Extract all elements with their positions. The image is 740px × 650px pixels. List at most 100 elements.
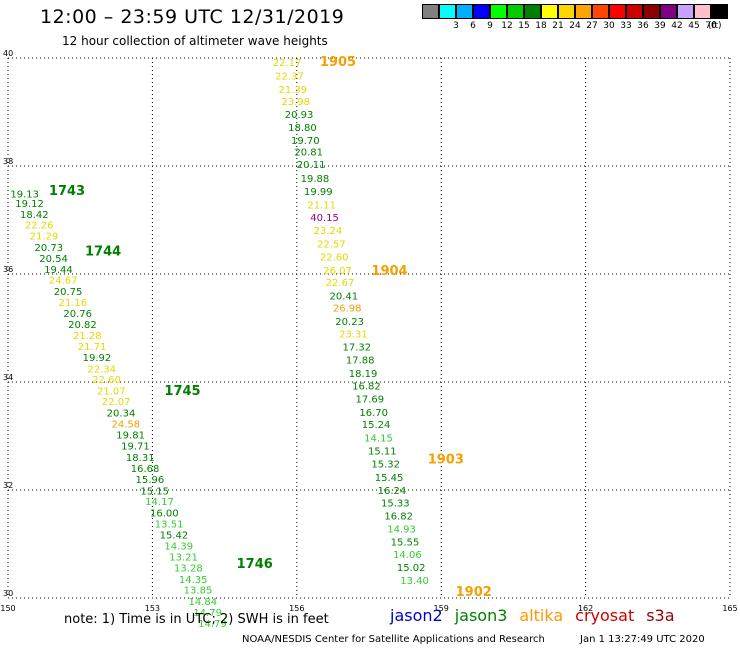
legend-swatch: [626, 4, 643, 19]
satellite-label-jason3: jason3: [454, 606, 508, 625]
wave-height-label: 21.71: [78, 342, 107, 353]
wave-height-label: 26.07: [323, 266, 352, 277]
wave-height-label: 14.06: [393, 550, 422, 561]
wave-height-label: 15.32: [371, 459, 400, 470]
wave-height-label: 14.39: [164, 541, 193, 552]
pass-time-label: 1902: [456, 585, 492, 600]
legend-swatch: [558, 4, 575, 19]
wave-height-label: 22.60: [320, 253, 349, 264]
legend-tick-label: 21: [552, 21, 564, 31]
legend-swatch: [694, 4, 711, 19]
legend-tick-label: 9: [487, 21, 493, 31]
pass-time-labels: 1905 1743 1744 1904 1745 1903 1746 1902: [49, 55, 492, 600]
legend-tick-label: 42: [671, 21, 683, 31]
wave-height-label: 13.28: [174, 564, 203, 575]
wave-height-label: 16.00: [150, 508, 179, 519]
legend-swatch: [524, 4, 541, 19]
satellite-label-altika: altika: [519, 606, 564, 625]
satellite-label-s3a: s3a: [646, 606, 675, 625]
page-title: 12:00 – 23:59 UTC 12/31/2019: [40, 6, 345, 28]
legend-tick-label: 70: [705, 21, 717, 31]
wave-height-label: 17.69: [356, 395, 385, 406]
lat-lon-grid: [7, 57, 731, 599]
legend-tick-label: 30: [603, 21, 615, 31]
legend-swatch: [575, 4, 592, 19]
wave-height-label: 13.40: [400, 576, 429, 587]
wave-height-label: 20.54: [39, 254, 68, 265]
wave-height-label: 22.26: [25, 221, 54, 232]
legend-tick-label: 27: [586, 21, 598, 31]
wave-height-label: 20.34: [107, 409, 136, 420]
legend-swatch: [456, 4, 473, 19]
legend-tick-label: 18: [535, 21, 547, 31]
wave-height-label: 14.93: [387, 525, 416, 536]
wave-height-label: 20.75: [54, 287, 83, 298]
wave-height-label: 17.32: [343, 343, 372, 354]
wave-height-label: 15.55: [391, 538, 420, 549]
pass-time-label: 1903: [428, 453, 464, 468]
wave-height-label: 15.96: [136, 475, 165, 486]
wave-height-label: 15.15: [140, 486, 169, 497]
pass-time-label: 1905: [320, 55, 356, 70]
wave-height-label: 21.16: [59, 298, 88, 309]
wave-height-label: 18.19: [349, 369, 378, 380]
wave-height-label: 13.51: [155, 519, 184, 530]
wave-height-label: 22.57: [317, 240, 346, 251]
wave-height-label: 23.24: [314, 226, 343, 237]
legend-swatch: [609, 4, 626, 19]
wave-height-label: 18.42: [20, 210, 49, 221]
wave-height-label: 21.39: [279, 85, 308, 96]
wave-height-label: 15.24: [362, 420, 391, 431]
wave-height-label: 16.82: [352, 382, 381, 393]
lon-tick-label: 156: [289, 604, 304, 613]
lon-tick-label: 165: [722, 604, 737, 613]
wave-height-label: 14.15: [364, 433, 393, 444]
wave-height-label: 19.44: [44, 265, 73, 276]
generated-timestamp: Jan 1 13:27:49 UTC 2020: [580, 634, 705, 645]
lon-tick-label: 159: [434, 604, 449, 613]
satellite-label-cryosat: cryosat: [575, 606, 635, 625]
legend-tick-label: 3: [453, 21, 459, 31]
wave-height-label: 22.67: [326, 278, 355, 289]
wave-height-label: 20.93: [285, 110, 314, 121]
wave-height-label: 15.11: [368, 446, 397, 457]
wave-height-label: 22.34: [87, 364, 116, 375]
legend-swatch: [592, 4, 609, 19]
lat-tick-label: 38: [3, 157, 13, 166]
wave-height-label: 20.23: [335, 317, 364, 328]
lat-tick-label: 34: [3, 373, 13, 382]
legend-tick-label: 45: [688, 21, 700, 31]
legend-tick-label: 36: [637, 21, 649, 31]
legend-swatch: [643, 4, 660, 19]
legend-swatch: [422, 4, 439, 19]
pass-time-label: 1745: [164, 384, 200, 399]
wave-height-label: 18.31: [126, 453, 155, 464]
wave-height-label: 19.88: [301, 174, 330, 185]
lon-tick-label: 162: [578, 604, 593, 613]
wave-height-label: 15.33: [381, 499, 410, 510]
wave-height-label: 22.17: [273, 58, 302, 69]
wave-height-label: 17.88: [346, 356, 375, 367]
wave-height-label: 26.98: [333, 303, 362, 314]
wave-height-label: 23.98: [281, 97, 310, 108]
pass-time-label: 1746: [237, 557, 273, 572]
wave-height-label: 24.67: [49, 276, 78, 287]
wave-height-label: 19.92: [83, 353, 112, 364]
wave-height-label: 23.31: [339, 330, 368, 341]
legend-unit: (ft): [708, 21, 722, 31]
axis-labels: 150 153 156 159 162 165 30 32 34 36 38 40: [0, 49, 737, 613]
wave-height-label: 18.80: [288, 123, 317, 134]
credit-line: NOAA/NESDIS Center for Satellite Applica…: [242, 634, 545, 645]
wave-height-label: 20.41: [330, 291, 359, 302]
legend-swatch: [490, 4, 507, 19]
pass-time-label: 1743: [49, 184, 85, 199]
units-note: note: 1) Time is in UTC; 2) SWH is in fe…: [64, 612, 329, 627]
wave-height-label: 14.35: [179, 575, 208, 586]
wave-height-label: 20.76: [63, 309, 92, 320]
wave-height-label: 20.82: [68, 320, 97, 331]
wave-height-label: 22.07: [102, 397, 131, 408]
legend-tick-label: 12: [501, 21, 513, 31]
wave-height-label: 19.70: [291, 136, 320, 147]
wave-height-label: 13.85: [184, 586, 213, 597]
